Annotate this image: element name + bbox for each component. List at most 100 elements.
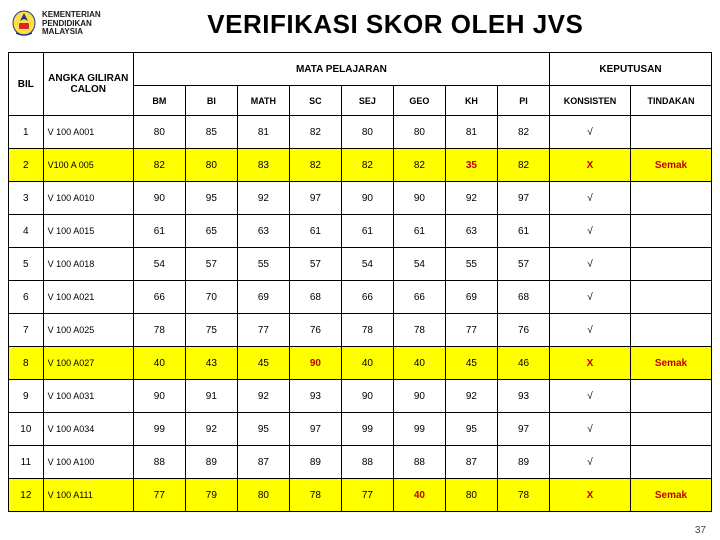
cell-tindakan bbox=[630, 446, 711, 479]
cell-tindakan bbox=[630, 281, 711, 314]
cell-konsisten: X bbox=[550, 149, 631, 182]
cell-score: 77 bbox=[341, 479, 393, 512]
cell-score: 57 bbox=[185, 248, 237, 281]
cell-score: 66 bbox=[341, 281, 393, 314]
cell-score: 82 bbox=[497, 149, 549, 182]
cell-score: 69 bbox=[237, 281, 289, 314]
cell-bil: 4 bbox=[9, 215, 44, 248]
cell-score: 95 bbox=[237, 413, 289, 446]
cell-score: 83 bbox=[237, 149, 289, 182]
th-tindakan: TINDAKAN bbox=[630, 86, 711, 116]
cell-konsisten: √ bbox=[550, 248, 631, 281]
table-row: 10V 100 A0349992959799999597√ bbox=[9, 413, 712, 446]
cell-score: 82 bbox=[289, 149, 341, 182]
cell-konsisten: √ bbox=[550, 413, 631, 446]
cell-score: 77 bbox=[445, 314, 497, 347]
cell-score: 54 bbox=[393, 248, 445, 281]
cell-score: 57 bbox=[497, 248, 549, 281]
cell-score: 90 bbox=[393, 380, 445, 413]
cell-score: 81 bbox=[445, 116, 497, 149]
cell-score: 82 bbox=[497, 116, 549, 149]
cell-bil: 11 bbox=[9, 446, 44, 479]
cell-score: 99 bbox=[133, 413, 185, 446]
cell-score: 55 bbox=[445, 248, 497, 281]
cell-score: 66 bbox=[393, 281, 445, 314]
cell-konsisten: √ bbox=[550, 116, 631, 149]
cell-score: 99 bbox=[341, 413, 393, 446]
cell-bil: 3 bbox=[9, 182, 44, 215]
cell-score: 77 bbox=[237, 314, 289, 347]
cell-score: 76 bbox=[289, 314, 341, 347]
cell-score: 57 bbox=[289, 248, 341, 281]
cell-score: 76 bbox=[497, 314, 549, 347]
th-bil: BIL bbox=[9, 53, 44, 116]
cell-score: 92 bbox=[445, 182, 497, 215]
cell-bil: 9 bbox=[9, 380, 44, 413]
cell-id: V 100 A027 bbox=[43, 347, 133, 380]
cell-score: 68 bbox=[497, 281, 549, 314]
cell-score: 90 bbox=[393, 182, 445, 215]
cell-konsisten: √ bbox=[550, 215, 631, 248]
table-row: 9V 100 A0319091929390909293√ bbox=[9, 380, 712, 413]
cell-score: 95 bbox=[185, 182, 237, 215]
cell-score: 61 bbox=[497, 215, 549, 248]
cell-score: 79 bbox=[185, 479, 237, 512]
cell-score: 91 bbox=[185, 380, 237, 413]
cell-score: 75 bbox=[185, 314, 237, 347]
cell-score: 97 bbox=[289, 182, 341, 215]
cell-id: V 100 A031 bbox=[43, 380, 133, 413]
cell-score: 99 bbox=[393, 413, 445, 446]
header-row-1: BIL ANGKA GILIRAN CALON MATA PELAJARAN K… bbox=[9, 53, 712, 86]
cell-score: 85 bbox=[185, 116, 237, 149]
cell-score: 90 bbox=[133, 182, 185, 215]
page-title: VERIFIKASI SKOR OLEH JVS bbox=[101, 9, 710, 40]
cell-score: 92 bbox=[185, 413, 237, 446]
cell-score: 80 bbox=[185, 149, 237, 182]
cell-bil: 2 bbox=[9, 149, 44, 182]
cell-score: 66 bbox=[133, 281, 185, 314]
table-row: 4V 100 A0156165636161616361√ bbox=[9, 215, 712, 248]
cell-konsisten: X bbox=[550, 479, 631, 512]
table-row: 11V 100 A1008889878988888789√ bbox=[9, 446, 712, 479]
cell-score: 61 bbox=[393, 215, 445, 248]
cell-bil: 7 bbox=[9, 314, 44, 347]
table-row: 5V 100 A0185457555754545557√ bbox=[9, 248, 712, 281]
cell-score: 90 bbox=[133, 380, 185, 413]
table-row: 7V 100 A0257875777678787776√ bbox=[9, 314, 712, 347]
cell-score: 92 bbox=[237, 182, 289, 215]
cell-score: 63 bbox=[237, 215, 289, 248]
cell-score: 54 bbox=[133, 248, 185, 281]
cell-bil: 6 bbox=[9, 281, 44, 314]
cell-id: V 100 A010 bbox=[43, 182, 133, 215]
ministry-name: KEMENTERIAN PENDIDIKAN MALAYSIA bbox=[42, 11, 101, 37]
th-konsisten: KONSISTEN bbox=[550, 86, 631, 116]
cell-tindakan bbox=[630, 182, 711, 215]
cell-id: V 100 A001 bbox=[43, 116, 133, 149]
page-number: 37 bbox=[695, 525, 706, 536]
cell-score: 35 bbox=[445, 149, 497, 182]
cell-bil: 1 bbox=[9, 116, 44, 149]
th-geo: GEO bbox=[393, 86, 445, 116]
score-table: BIL ANGKA GILIRAN CALON MATA PELAJARAN K… bbox=[8, 52, 712, 512]
cell-score: 68 bbox=[289, 281, 341, 314]
cell-tindakan: Semak bbox=[630, 347, 711, 380]
cell-score: 40 bbox=[341, 347, 393, 380]
cell-score: 46 bbox=[497, 347, 549, 380]
cell-bil: 12 bbox=[9, 479, 44, 512]
cell-score: 97 bbox=[497, 182, 549, 215]
cell-konsisten: √ bbox=[550, 182, 631, 215]
cell-tindakan bbox=[630, 215, 711, 248]
cell-id: V 100 A015 bbox=[43, 215, 133, 248]
cell-score: 82 bbox=[133, 149, 185, 182]
cell-id: V 100 A018 bbox=[43, 248, 133, 281]
cell-score: 78 bbox=[133, 314, 185, 347]
th-pi: PI bbox=[497, 86, 549, 116]
cell-score: 40 bbox=[133, 347, 185, 380]
cell-score: 88 bbox=[393, 446, 445, 479]
cell-konsisten: √ bbox=[550, 281, 631, 314]
cell-score: 78 bbox=[393, 314, 445, 347]
cell-score: 78 bbox=[497, 479, 549, 512]
cell-tindakan: Semak bbox=[630, 479, 711, 512]
th-bm: BM bbox=[133, 86, 185, 116]
cell-id: V 100 A025 bbox=[43, 314, 133, 347]
